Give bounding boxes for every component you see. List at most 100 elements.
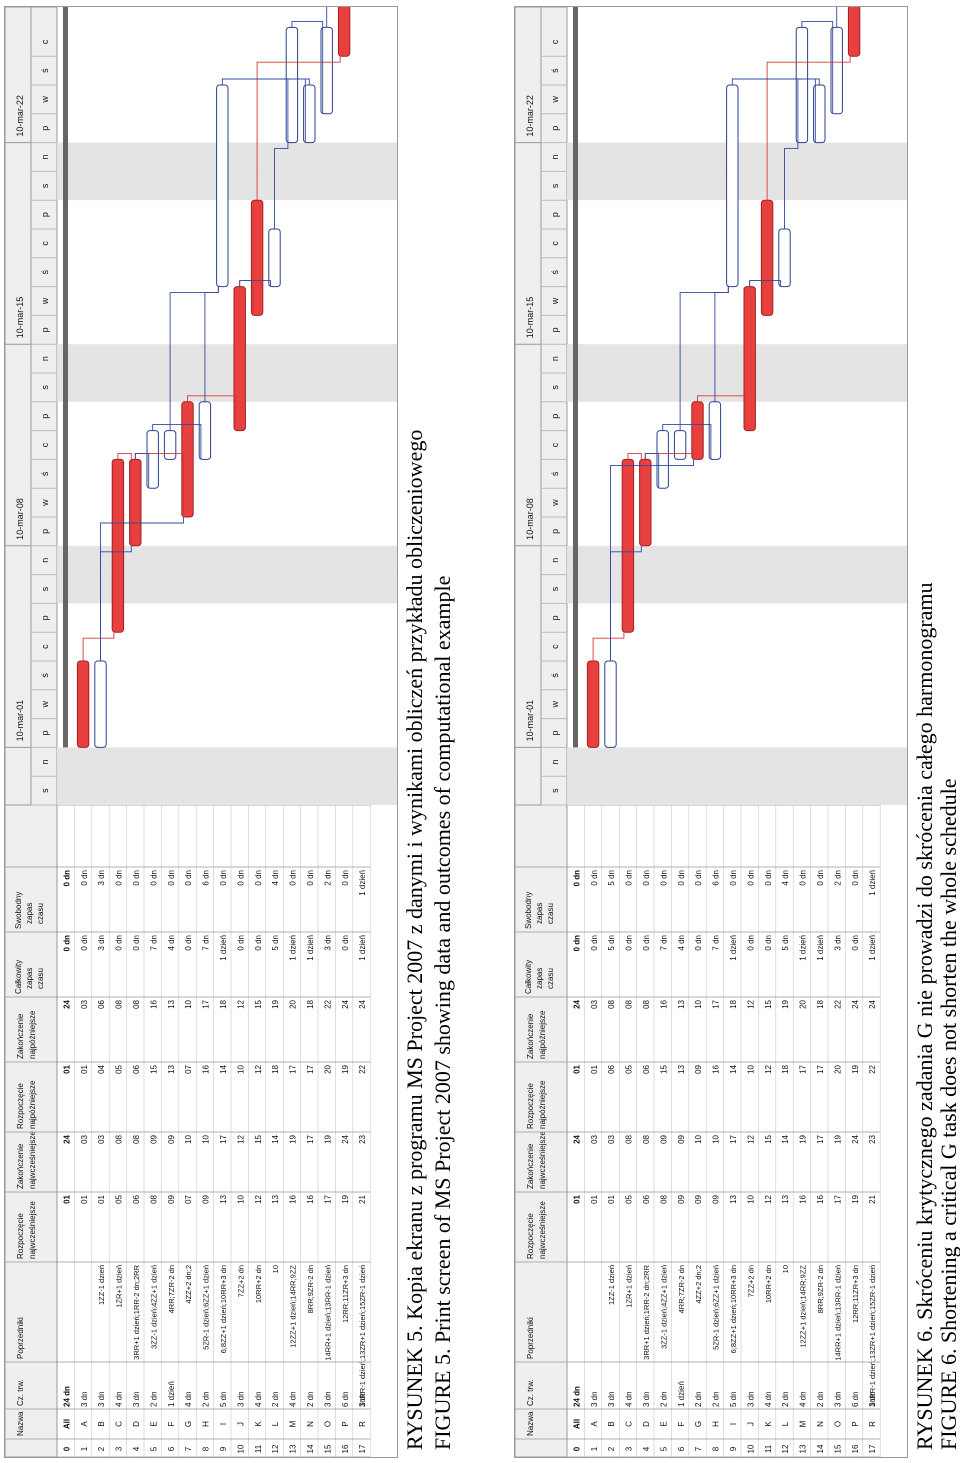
fig6-day-label: n bbox=[550, 154, 560, 159]
fig6-cell-duration: 24 dn bbox=[572, 1386, 581, 1407]
fig5-cell-late-start: 15 bbox=[149, 1064, 158, 1073]
fig5-cell-late-finish: 10 bbox=[184, 999, 193, 1008]
fig6-cell-name: P bbox=[851, 1421, 860, 1426]
fig5-cell-free-float: 0 dn bbox=[236, 870, 245, 886]
fig6-week-label: 10-mar-08 bbox=[525, 498, 535, 540]
fig6-cell-late-start: 05 bbox=[625, 1064, 634, 1073]
fig6-cell-id: 16 bbox=[851, 1444, 860, 1453]
fig5-day-label: p bbox=[40, 529, 50, 534]
fig5-weekend-shade bbox=[57, 574, 397, 604]
fig6-cell-predecessors: 3ZZ-1 dzień;4ZZ+1 dzień bbox=[659, 1265, 668, 1349]
fig5-cell-early-finish: 17 bbox=[219, 1134, 228, 1143]
fig6-cell-late-finish: 08 bbox=[642, 999, 651, 1008]
fig5-cell-name: O bbox=[323, 1421, 332, 1427]
fig5-cell-early-finish: 23 bbox=[358, 1134, 367, 1143]
fig6-cell-late-start: 10 bbox=[746, 1064, 755, 1073]
fig5-dependency-link bbox=[291, 20, 324, 114]
fig6-cell-id: 2 bbox=[607, 1446, 616, 1451]
fig5-day-label: w bbox=[40, 700, 50, 708]
fig6-header-label: najpóźniejsze bbox=[538, 1010, 547, 1059]
fig5-cell-late-start: 19 bbox=[341, 1064, 350, 1073]
fig6-cell-early-start: 01 bbox=[607, 1194, 616, 1203]
fig6-week-label: 10-mar-22 bbox=[525, 95, 535, 137]
fig5-day-label: p bbox=[40, 414, 50, 419]
fig5-header-label: czasu bbox=[36, 903, 45, 924]
fig5-cell-name: A bbox=[80, 1421, 89, 1427]
fig6-cell-total-float: 0 dn bbox=[642, 935, 651, 951]
fig5-cell-predecessors: 6;8ZZ+1 dzień;10RR+3 dn bbox=[219, 1265, 228, 1353]
fig5-cell-predecessors: 7ZZ+2 dn bbox=[236, 1265, 245, 1297]
fig5-cell-duration: 6 dn bbox=[341, 1391, 350, 1407]
fig5-cell-early-start: 01 bbox=[97, 1194, 106, 1203]
fig5-cell-early-start: 07 bbox=[184, 1194, 193, 1203]
fig5-cell-predecessors: 3ZZ-1 dzień;4ZZ+1 dzień bbox=[149, 1265, 158, 1349]
fig6-task-bar bbox=[778, 228, 791, 288]
fig6-day-label: p bbox=[550, 529, 560, 534]
fig5-cell-total-float: 0 dn bbox=[236, 935, 245, 951]
figure-5-caption-pl: RYSUNEK 5. Kopia ekranu z programu MS Pr… bbox=[402, 429, 427, 1450]
fig5-cell-free-float: 6 dn bbox=[202, 870, 211, 886]
fig5-cell-late-start: 07 bbox=[184, 1064, 193, 1073]
fig6-cell-id: 14 bbox=[816, 1444, 825, 1453]
fig6-cell-late-finish: 08 bbox=[625, 999, 634, 1008]
fig5-cell-name: N bbox=[306, 1421, 315, 1427]
fig6-header-label: czasu bbox=[546, 968, 555, 989]
fig5-cell-early-start: 13 bbox=[219, 1194, 228, 1203]
figure-6-screenshot: Nazwa Cz. trw. Poprzedniki Rozpoczęcie najwc… bbox=[514, 6, 908, 1458]
fig5-cell-id: 14 bbox=[306, 1444, 315, 1453]
fig5-cell-name: G bbox=[184, 1421, 193, 1427]
fig6-cell-free-float: 0 dn bbox=[659, 870, 668, 886]
fig6-cell-total-float: 7 dn bbox=[712, 935, 721, 951]
fig5-weekend-shade bbox=[57, 344, 397, 373]
fig6-cell-late-finish: 13 bbox=[677, 999, 686, 1008]
fig5-week-label: 10-mar-01 bbox=[15, 700, 25, 742]
fig5-cell-duration: 2 dn bbox=[202, 1391, 211, 1407]
fig5-cell-predecessors: 10 bbox=[271, 1265, 280, 1273]
fig6-cell-id: 0 bbox=[572, 1446, 581, 1451]
fig5-dependency-link bbox=[239, 280, 271, 287]
fig6-day-label: p bbox=[550, 414, 560, 419]
fig6-cell-id: 4 bbox=[642, 1446, 651, 1451]
fig5-cell-predecessors: 3RR+1 dzień;1RR-2 dn;2RR bbox=[132, 1264, 141, 1359]
fig5-cell-late-finish: 03 bbox=[80, 999, 89, 1008]
fig5-cell-id: 3 bbox=[115, 1446, 124, 1451]
fig5-cell-total-float: 1 dzień bbox=[289, 935, 298, 961]
fig5-cell-predecessors: 16RR-1 dzień;13ZR+1 dzień;15ZR-1 dzień bbox=[358, 1265, 367, 1407]
fig6-day-label: w bbox=[550, 96, 560, 104]
fig5-day-label: w bbox=[40, 297, 50, 305]
fig5-cell-late-finish: 06 bbox=[97, 999, 106, 1008]
fig5-cell-id: 2 bbox=[97, 1446, 106, 1451]
fig5-cell-early-start: 16 bbox=[306, 1194, 315, 1203]
fig6-cell-id: 6 bbox=[677, 1446, 686, 1451]
fig5-cell-late-finish: 19 bbox=[271, 999, 280, 1008]
fig5-weekend-shade bbox=[57, 545, 397, 575]
fig6-cell-duration: 1 dzień bbox=[677, 1381, 686, 1407]
fig6-cell-name: All bbox=[572, 1419, 581, 1429]
fig5-cell-free-float: 4 dn bbox=[271, 870, 280, 886]
fig5-cell-total-float: 3 dn bbox=[323, 935, 332, 951]
fig5-cell-late-start: 14 bbox=[219, 1064, 228, 1073]
fig5-cell-late-start: 17 bbox=[289, 1064, 298, 1073]
fig5-day-label: p bbox=[40, 327, 50, 332]
fig5-dependency-link bbox=[82, 632, 115, 661]
fig6-cell-id: 11 bbox=[764, 1444, 773, 1453]
fig5-cell-duration: 3 dn bbox=[80, 1391, 89, 1407]
fig5-header-label: najwcześniejsze bbox=[28, 1131, 37, 1189]
fig6-cell-duration: 2 dn bbox=[816, 1391, 825, 1407]
fig5-cell-free-float: 0 dn bbox=[289, 870, 298, 886]
fig6-cell-late-finish: 08 bbox=[607, 999, 616, 1008]
fig6-cell-predecessors: 8RR;9ZR-2 dn bbox=[816, 1265, 825, 1313]
fig6-cell-late-finish: 24 bbox=[572, 999, 581, 1008]
fig5-cell-early-start: 13 bbox=[271, 1194, 280, 1203]
fig5-day-label: c bbox=[40, 644, 50, 649]
fig5-day-label: ś bbox=[40, 471, 50, 476]
fig6-cell-early-finish: 19 bbox=[833, 1134, 842, 1143]
fig6-cell-free-float: 1 dzień bbox=[868, 870, 877, 896]
fig5-day-label: s bbox=[40, 183, 50, 188]
fig5-cell-duration: 4 dn bbox=[254, 1391, 263, 1407]
fig6-day-label: s bbox=[550, 385, 560, 390]
fig5-cell-id: 7 bbox=[184, 1446, 193, 1451]
fig5-cell-name: L bbox=[271, 1421, 280, 1426]
fig5-task-bar bbox=[163, 430, 177, 460]
